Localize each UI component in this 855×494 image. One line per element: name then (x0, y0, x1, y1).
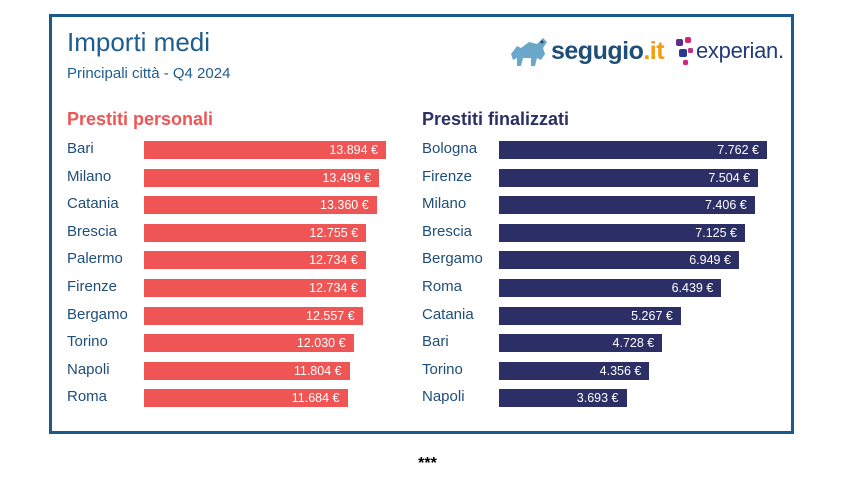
dots-icon (676, 37, 693, 65)
bar-finalizzati (499, 279, 722, 297)
category-label-finalizzati: Firenze (422, 167, 473, 185)
bar-personali (144, 306, 363, 325)
bar-personali (144, 279, 366, 297)
category-label-personali: Palermo (67, 250, 123, 268)
bar-value-label-finalizzati: 7.504 € (708, 170, 751, 185)
bar-finalizzati (499, 334, 663, 353)
page-title: Importi medi (67, 27, 211, 57)
category-label-personali: Bergamo (67, 305, 128, 323)
bar-value-label-personali: 11.684 € (291, 391, 340, 406)
footer-asterisks: *** (418, 455, 437, 472)
category-label-finalizzati: Brescia (422, 222, 473, 240)
bar-personali (144, 334, 354, 353)
bar-finalizzati (499, 196, 755, 215)
category-label-personali: Torino (67, 333, 108, 351)
experian-logo: experian. (674, 33, 784, 69)
bar-value-label-personali: 12.734 € (309, 281, 358, 295)
bar-finalizzati (499, 251, 739, 270)
bar-value-label-finalizzati: 7.125 € (695, 225, 737, 240)
bar-value-label-personali: 11.804 € (293, 363, 342, 378)
category-label-personali: Milano (67, 167, 112, 185)
category-label-finalizzati: Bologna (422, 140, 478, 157)
bar-value-label-personali: 12.755 € (309, 225, 359, 240)
bar-value-label-finalizzati: 7.406 € (704, 198, 747, 213)
category-label-finalizzati: Bergamo (422, 250, 483, 268)
category-label-personali: Roma (67, 388, 108, 406)
bar-finalizzati (499, 168, 759, 187)
bar-value-label-personali: 12.030 € (296, 336, 346, 351)
bar-finalizzati (499, 223, 745, 242)
category-label-finalizzati: Catania (422, 305, 474, 323)
bar-value-label-finalizzati: 6.949 € (689, 253, 731, 268)
category-label-finalizzati: Bari (422, 333, 449, 351)
bar-value-label-finalizzati: 3.693 € (576, 391, 619, 406)
bar-value-label-personali: 12.734 € (309, 253, 358, 268)
section-title-personali: Prestiti personali (67, 109, 214, 129)
segugio-wordmark: segugio.it (551, 36, 665, 65)
bar-value-label-personali: 12.557 € (306, 308, 355, 323)
bar-personali (144, 223, 367, 242)
category-label-personali: Catania (67, 195, 119, 213)
dog-icon (511, 38, 547, 66)
bar-personali (144, 251, 366, 270)
bar-value-label-finalizzati: 6.439 € (671, 281, 714, 295)
category-label-finalizzati: Roma (422, 278, 463, 295)
chart-frame: Importi medi Principali città - Q4 2024 … (49, 14, 794, 434)
bar-personali (144, 196, 377, 215)
section-title-finalizzati: Prestiti finalizzati (422, 109, 570, 129)
bar-value-label-personali: 13.894 € (329, 143, 378, 157)
bar-finalizzati (499, 361, 650, 380)
category-label-personali: Brescia (67, 222, 118, 240)
page-subtitle: Principali città - Q4 2024 (67, 65, 231, 82)
experian-wordmark: experian. (696, 38, 784, 63)
bar-personali (144, 361, 350, 380)
bar-value-label-personali: 13.360 € (320, 198, 369, 213)
category-label-personali: Firenze (67, 278, 118, 295)
bar-personali (144, 168, 380, 187)
category-label-personali: Napoli (67, 360, 110, 378)
bar-personali (144, 141, 386, 159)
category-label-finalizzati: Milano (422, 195, 467, 213)
bar-value-label-finalizzati: 4.728 € (612, 336, 655, 351)
segugio-logo: segugio.it (507, 31, 665, 71)
bar-personali (144, 389, 348, 408)
bar-value-label-finalizzati: 5.267 € (631, 308, 673, 323)
bar-value-label-finalizzati: 4.356 € (599, 363, 642, 378)
bar-value-label-finalizzati: 7.762 € (717, 143, 759, 157)
category-label-personali: Bari (67, 140, 94, 157)
bar-finalizzati (499, 389, 627, 408)
category-label-finalizzati: Torino (422, 360, 463, 378)
category-label-finalizzati: Napoli (422, 388, 465, 406)
bar-finalizzati (499, 141, 767, 159)
bar-finalizzati (499, 306, 681, 325)
bar-value-label-personali: 13.499 € (322, 170, 372, 185)
